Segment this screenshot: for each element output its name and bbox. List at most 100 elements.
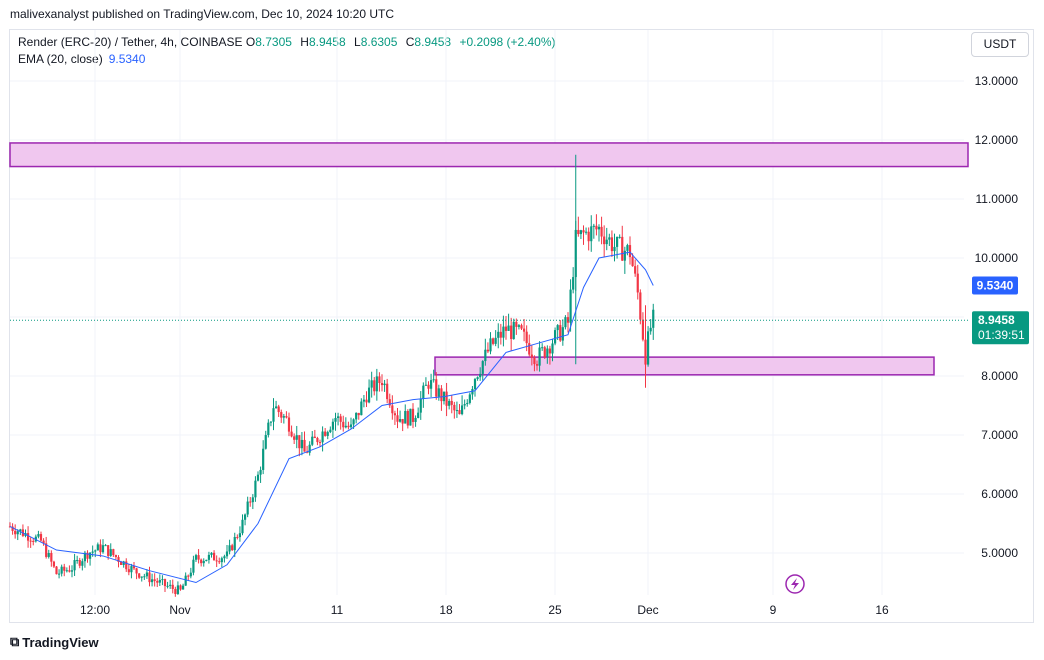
candle-body [60, 566, 63, 574]
candle-body [373, 380, 376, 392]
x-tick-label: 16 [875, 603, 889, 617]
candle-body [148, 572, 151, 583]
close-label: C [405, 35, 415, 49]
candle-body [158, 579, 161, 583]
candle-body [212, 552, 216, 561]
ema-badge-text: 9.5340 [977, 278, 1014, 292]
candle-body [94, 550, 97, 552]
candle-body [101, 545, 105, 553]
tradingview-logo[interactable]: ⧉ TradingView [10, 634, 99, 650]
candle-body [432, 379, 435, 381]
candle-body [489, 338, 492, 352]
candle-body [11, 526, 14, 531]
candle-body [19, 529, 22, 532]
candle-body [138, 573, 141, 578]
candle-body [559, 325, 562, 341]
candle-body [192, 559, 195, 573]
ema-legend[interactable]: EMA (20, close) 9.5340 [18, 52, 145, 66]
candle-body [401, 419, 404, 424]
candle-body [349, 424, 353, 428]
candle-body [112, 549, 115, 556]
candle-body [277, 406, 280, 413]
candle-body [70, 570, 74, 572]
candle-body [140, 576, 143, 578]
candle-body [163, 579, 167, 587]
candle-body [380, 382, 384, 386]
candle-body [264, 435, 267, 449]
ema-label: EMA (20, close) [18, 52, 103, 66]
candle-body [652, 309, 655, 328]
candle-body [626, 245, 629, 251]
candle-body [386, 383, 389, 400]
candle-body [238, 533, 242, 538]
candle-body [419, 398, 422, 413]
candle-body [367, 387, 371, 403]
x-tick-label: Dec [637, 603, 658, 617]
close-value: 8.9458 [414, 35, 452, 49]
currency-button[interactable]: USDT [971, 32, 1029, 57]
candle-body [287, 417, 291, 432]
candle-body [290, 431, 293, 437]
candle-body [39, 534, 43, 541]
candle-body [207, 554, 211, 560]
candle-body [197, 555, 200, 560]
candle-body [161, 579, 164, 581]
zone-resistance[interactable] [9, 142, 969, 168]
candle-body [396, 415, 399, 422]
candle-body [63, 566, 66, 571]
high-label: H [300, 35, 309, 49]
candle-body [646, 331, 650, 365]
candle-body [344, 425, 347, 428]
candle-body [285, 416, 288, 418]
candle-body [107, 545, 110, 556]
candle-body [484, 349, 487, 362]
y-tick-label: 8.0000 [981, 369, 1018, 383]
symbol-label[interactable]: Render (ERC-20) / Tether, 4h, COINBASE [18, 35, 243, 49]
candle-body [590, 226, 593, 242]
candle-body [497, 331, 500, 338]
candle-body [236, 536, 239, 538]
candle-body [150, 579, 154, 583]
candle-body [109, 549, 112, 556]
x-axis[interactable]: 12:00 Nov 11 18 25 Dec 9 16 [80, 603, 889, 617]
candle-body [502, 326, 505, 338]
candle-body [303, 439, 306, 452]
candle-body [621, 236, 624, 261]
candle-body [510, 325, 513, 340]
ema-line[interactable] [9, 251, 654, 584]
candle-body [572, 277, 575, 290]
candle-body [422, 385, 425, 399]
candle-body [254, 480, 257, 498]
candle-body [298, 435, 301, 449]
candle-body [582, 230, 585, 233]
candle-body [404, 411, 407, 424]
candle-body [525, 331, 528, 344]
zone-support[interactable] [434, 356, 935, 376]
candle-body [383, 383, 386, 386]
candle-body [357, 412, 360, 416]
candle-body [603, 236, 606, 245]
flash-icon[interactable] [785, 574, 805, 594]
candle-body [473, 378, 477, 390]
candle-body [569, 289, 572, 323]
candle-body [73, 560, 76, 571]
candle-body [329, 429, 332, 433]
low-value: 8.6305 [360, 35, 398, 49]
candle-body [295, 435, 298, 440]
candle-body [181, 585, 185, 590]
y-tick-label: 11.0000 [976, 192, 1019, 206]
grid-lines [10, 30, 964, 595]
y-tick-label: 7.0000 [981, 428, 1018, 442]
candle-body [605, 239, 608, 245]
candle-body [388, 399, 391, 406]
candle-body [300, 439, 304, 449]
candle-body [548, 348, 552, 354]
ema-line-group [9, 251, 654, 584]
candle-body [592, 225, 595, 227]
tradingview-brand: TradingView [22, 634, 99, 650]
candle-body [189, 572, 192, 577]
candle-body [435, 379, 438, 397]
candle-body [130, 566, 133, 573]
candle-body [336, 416, 340, 418]
